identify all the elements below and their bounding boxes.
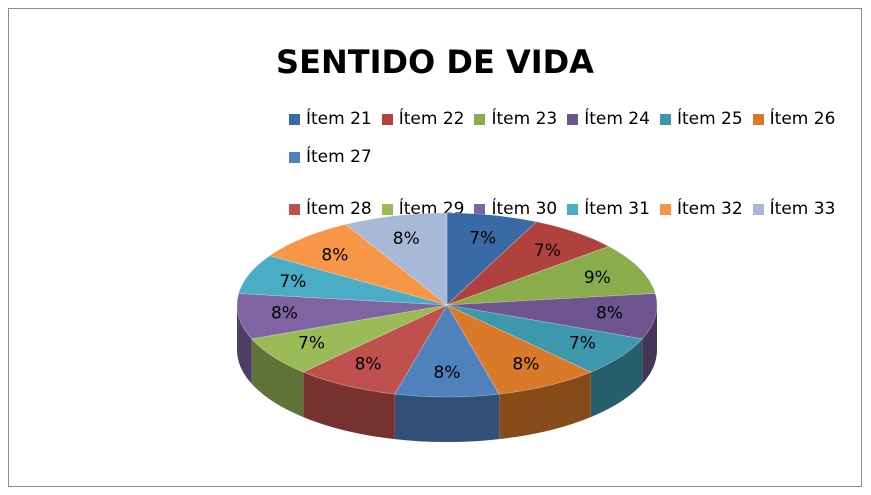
slice: [236, 293, 448, 340]
legend-swatch: [289, 113, 300, 125]
chart-title: SENTIDO DE VIDA: [276, 43, 594, 81]
legend: Ítem 21 Ítem 22 Ítem 23 Ítem 24 Ítem 25 Ítem …: [289, 107, 869, 221]
legend-swatch: [567, 203, 579, 215]
legend-swatch: [659, 203, 671, 215]
data-label: 7%: [279, 272, 306, 292]
legend-item: Ítem 27: [289, 145, 372, 169]
legend-label: Ítem 32: [676, 199, 743, 219]
data-label: 8%: [596, 304, 623, 324]
slice-side: [590, 338, 643, 418]
slice: [238, 255, 448, 306]
legend-item: Ítem 32: [659, 197, 743, 221]
slice: [446, 246, 656, 306]
legend-item: Ítem 21: [289, 107, 372, 131]
legend-swatch: [659, 113, 671, 125]
slice-side: [499, 372, 591, 440]
legend-item: Ítem 22: [381, 107, 465, 131]
legend-item: Ítem 26: [752, 107, 836, 131]
legend-item: Ítem 28: [289, 197, 372, 221]
slice: [394, 304, 500, 398]
slice-side: [394, 394, 500, 443]
data-label: 8%: [271, 304, 298, 324]
data-label: 8%: [321, 245, 348, 265]
data-label: 8%: [434, 363, 461, 383]
data-label: 9%: [584, 268, 611, 288]
legend-swatch: [289, 151, 300, 163]
legend-label: Ítem 22: [398, 109, 465, 129]
data-label: 8%: [393, 229, 420, 249]
slice: [302, 304, 448, 395]
legend-swatch: [381, 203, 393, 215]
legend-item: Ítem 23: [474, 107, 557, 131]
slice-side: [303, 372, 395, 440]
legend-label: Ítem 21: [306, 109, 372, 129]
legend-item: Ítem 31: [567, 197, 650, 221]
legend-label: Ítem 24: [584, 109, 650, 129]
legend-swatch: [474, 113, 486, 125]
data-label: 8%: [355, 355, 382, 375]
legend-item: Ítem 30: [474, 197, 557, 221]
slice: [268, 224, 448, 306]
legend-swatch: [752, 113, 764, 125]
legend-label: Ítem 27: [306, 147, 372, 167]
legend-item: Ítem 33: [752, 197, 836, 221]
legend-swatch: [752, 203, 764, 215]
slice: [446, 304, 592, 395]
legend-label: Ítem 31: [584, 199, 650, 219]
legend-label: Ítem 33: [769, 199, 836, 219]
slice: [345, 212, 448, 306]
slice-side: [237, 305, 252, 384]
legend-swatch: [567, 113, 579, 125]
data-label: 7%: [298, 333, 325, 353]
data-label: 7%: [469, 229, 496, 249]
data-label: 8%: [512, 355, 539, 375]
slice-side: [642, 305, 657, 384]
legend-label: Ítem 25: [676, 109, 743, 129]
slice: [446, 293, 658, 340]
legend-label: Ítem 26: [769, 109, 836, 129]
slice: [446, 304, 643, 373]
legend-label: Ítem 28: [306, 199, 372, 219]
data-label: 7%: [534, 241, 561, 261]
legend-item: Ítem 24: [567, 107, 650, 131]
slice: [446, 221, 610, 306]
data-label: 7%: [569, 333, 596, 353]
legend-swatch: [474, 203, 486, 215]
slice-side: [251, 338, 304, 418]
slice: [251, 304, 448, 373]
legend-label: Ítem 23: [491, 109, 558, 129]
legend-swatch: [289, 203, 300, 215]
legend-label: Ítem 30: [491, 199, 558, 219]
legend-swatch: [381, 113, 393, 125]
slice: [446, 212, 538, 306]
legend-item: Ítem 25: [659, 107, 743, 131]
